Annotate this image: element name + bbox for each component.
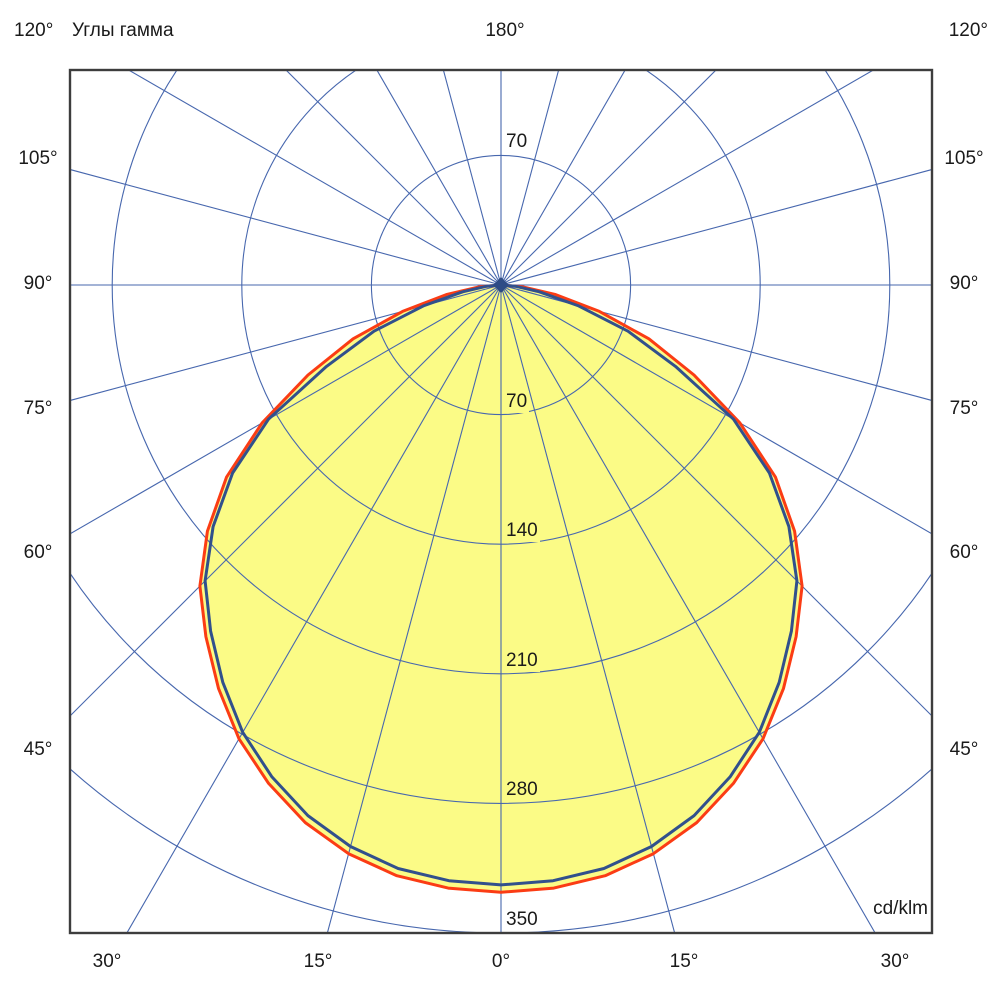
ring-value-label-210: 210 <box>504 650 540 672</box>
plot-border <box>68 68 934 935</box>
gamma-tick-bottom-4: 30° <box>880 951 910 972</box>
unit-label: cd/klm <box>873 898 928 919</box>
gamma-tick-bottom-1: 15° <box>303 951 333 972</box>
ring-value-label-140: 140 <box>504 520 540 542</box>
gamma-angle-corner-label-right: 120° <box>948 20 988 41</box>
curve-C90-C270 <box>198 283 804 894</box>
gamma-tick-left-75: 75° <box>23 398 53 419</box>
ring-value-label-280: 280 <box>504 779 540 801</box>
ring-value-label-top-70: 70 <box>504 131 530 153</box>
gamma-tick-bottom-2: 0° <box>491 951 511 972</box>
chart-title: Углы гамма <box>72 20 174 41</box>
gamma-tick-left-45: 45° <box>23 739 53 760</box>
gamma-angle-corner-label-left: 120° <box>14 20 54 41</box>
gamma-tick-right-75: 75° <box>949 398 979 419</box>
gamma-tick-right-45: 45° <box>949 739 979 760</box>
gamma-tick-left-60: 60° <box>23 542 53 563</box>
ring-value-label-70: 70 <box>504 391 530 413</box>
curve-C0-C180 <box>203 283 799 887</box>
ring-value-label-350: 350 <box>504 909 540 931</box>
center-diamond-marker <box>493 277 509 293</box>
gamma-tick-left-105: 105° <box>18 148 58 169</box>
gamma-tick-bottom-0: 30° <box>92 951 122 972</box>
gamma-tick-right-105: 105° <box>944 148 984 169</box>
gamma-tick-right-60: 60° <box>949 542 979 563</box>
gamma-tick-left-90: 90° <box>23 273 53 294</box>
gamma-tick-bottom-3: 15° <box>669 951 699 972</box>
gamma-tick-right-90: 90° <box>949 273 979 294</box>
gamma-angle-top-label: 180° <box>485 20 525 41</box>
